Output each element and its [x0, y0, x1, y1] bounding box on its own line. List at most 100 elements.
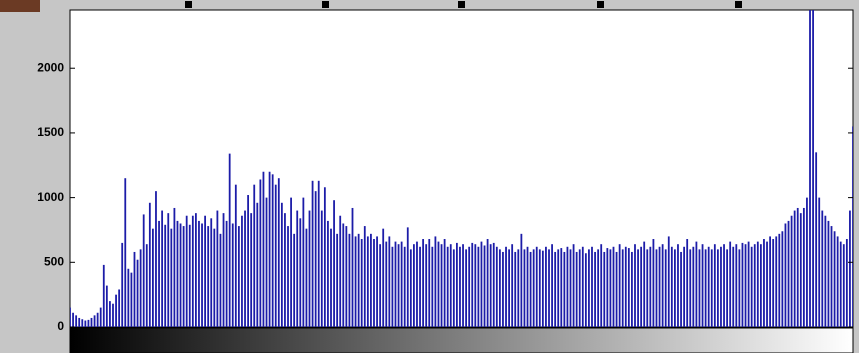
marker: [597, 1, 604, 8]
bar: [271, 174, 274, 327]
bar: [354, 236, 357, 327]
bar: [90, 317, 93, 327]
bar: [155, 191, 157, 327]
bar: [689, 249, 692, 327]
bar: [75, 315, 78, 327]
bar: [609, 249, 612, 327]
bar: [781, 231, 784, 327]
bar: [366, 236, 369, 327]
bar: [145, 244, 148, 327]
bar: [124, 178, 127, 327]
bar: [136, 259, 139, 327]
bar: [409, 249, 412, 327]
bar: [818, 197, 821, 327]
bar: [250, 213, 253, 327]
bar: [535, 246, 538, 327]
bar: [274, 184, 277, 327]
marker: [322, 1, 329, 8]
bar: [287, 226, 289, 327]
bar: [81, 319, 84, 327]
bar: [182, 226, 185, 327]
bar: [465, 249, 468, 327]
bar: [790, 215, 793, 327]
bar: [308, 210, 311, 327]
bar: [741, 242, 744, 327]
bar: [508, 249, 510, 327]
bar: [194, 213, 197, 327]
bar: [658, 246, 661, 327]
bar: [505, 246, 507, 327]
bar: [434, 236, 437, 327]
bar: [707, 246, 710, 327]
bar: [766, 241, 768, 327]
bar: [701, 244, 704, 327]
bar: [560, 248, 563, 327]
bar: [293, 233, 296, 327]
marker: [735, 1, 742, 8]
bar: [167, 213, 170, 327]
bar: [437, 241, 440, 327]
bar: [569, 249, 572, 327]
bar: [152, 228, 154, 327]
bar: [105, 285, 108, 327]
bar: [806, 197, 808, 327]
bar: [148, 202, 151, 327]
bar: [812, 10, 814, 327]
bar: [268, 171, 271, 327]
bar: [379, 244, 382, 327]
bar: [314, 191, 317, 327]
bar: [744, 244, 747, 327]
bar: [474, 244, 477, 327]
bar: [93, 315, 96, 327]
bar: [640, 246, 643, 327]
bar: [471, 242, 474, 327]
bar: [320, 210, 323, 327]
bar: [664, 249, 667, 327]
bar: [419, 246, 421, 327]
bar: [385, 241, 388, 327]
bar: [799, 213, 802, 327]
bar: [394, 241, 397, 327]
bar: [170, 228, 173, 327]
bar: [483, 245, 486, 327]
bar: [695, 241, 698, 327]
bar: [492, 242, 495, 327]
bar: [139, 249, 142, 327]
bar: [244, 210, 246, 327]
bar: [600, 244, 603, 327]
bar: [698, 249, 701, 327]
bar: [716, 249, 719, 327]
bar: [265, 197, 268, 327]
bar: [548, 249, 550, 327]
bar: [498, 249, 501, 327]
bar: [849, 210, 851, 327]
bar: [345, 226, 348, 327]
bar: [213, 228, 216, 327]
bar: [142, 214, 145, 327]
bar: [311, 180, 314, 327]
bar: [637, 249, 639, 327]
bar: [802, 207, 805, 327]
bar: [403, 246, 406, 327]
bar: [133, 251, 136, 327]
bar: [259, 179, 262, 327]
bar: [830, 226, 833, 327]
bar: [459, 246, 461, 327]
bar: [388, 236, 391, 327]
bar: [554, 251, 557, 327]
bar: [296, 210, 299, 327]
bar: [351, 207, 354, 327]
bar: [661, 244, 664, 327]
bar: [449, 244, 452, 327]
bar: [732, 246, 735, 327]
bar: [713, 244, 716, 327]
bar: [87, 319, 90, 327]
bar: [422, 239, 425, 327]
y-tick-label: 500: [44, 254, 64, 268]
bar: [489, 244, 492, 327]
bar: [115, 294, 117, 327]
bar: [683, 246, 686, 327]
bar: [121, 242, 124, 327]
bar: [225, 220, 228, 327]
bar: [747, 241, 750, 327]
